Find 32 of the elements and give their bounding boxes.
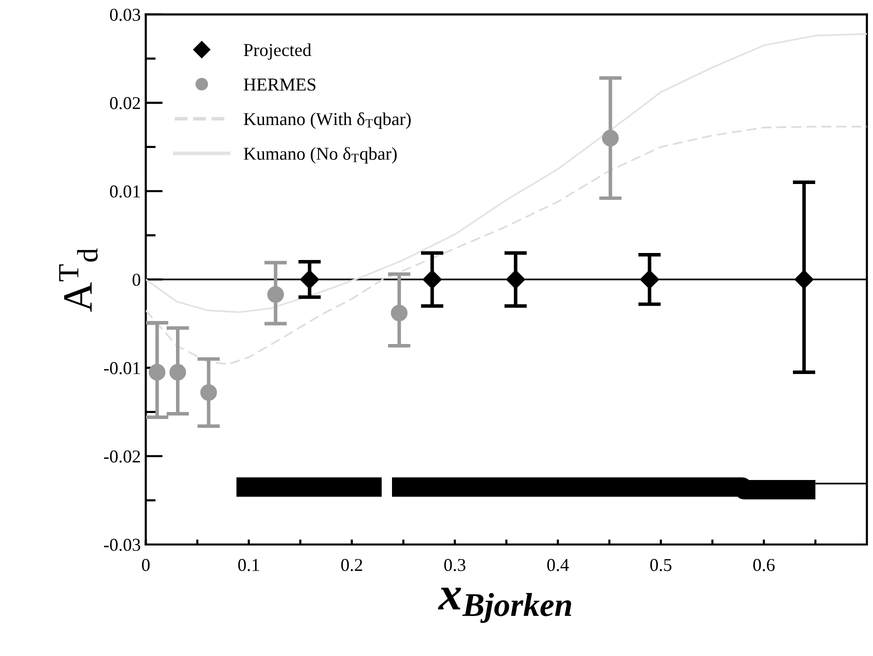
- y-tick-label: -0.01: [104, 362, 140, 374]
- point: [169, 364, 186, 381]
- y-tick-label: 0.01: [110, 185, 140, 198]
- point: [200, 384, 217, 401]
- legend-label: Kumano (No δ$_{T}$qbar): [244, 147, 397, 164]
- x-tick-label: 0.6: [753, 558, 775, 572]
- y-tick-label: 0: [132, 274, 140, 286]
- point: [640, 270, 660, 289]
- y-tick-label: 0.02: [110, 97, 140, 110]
- point: [794, 270, 814, 289]
- legend-label: HERMES: [244, 78, 316, 91]
- x-tick-label: 0.2: [341, 558, 362, 572]
- x-tick-label: 0.4: [547, 558, 569, 572]
- x-tick-label: 0: [142, 558, 150, 572]
- x-tick-label: 0.1: [238, 558, 260, 572]
- point: [506, 270, 526, 289]
- x-axis-title: x$_{Bjorken}$: [438, 588, 572, 623]
- legend-label: Projected: [244, 43, 312, 60]
- point: [602, 130, 619, 146]
- y-tick-label: -0.02: [104, 450, 140, 463]
- x-tick-label: 0.3: [444, 558, 466, 572]
- point: [267, 286, 284, 303]
- y-tick-label: 0.03: [110, 8, 140, 21]
- point: [422, 270, 442, 289]
- point: [390, 304, 408, 322]
- y-axis-title: A$^{T}$$_{d}$: [59, 248, 98, 312]
- x-tick-label: 0.5: [650, 558, 672, 572]
- point: [148, 364, 166, 381]
- legend-label: Kumano (With δ$_{T}$qbar): [244, 112, 411, 129]
- y-tick-label: -0.03: [104, 538, 140, 551]
- point: [300, 270, 320, 289]
- line-series: [146, 33, 867, 313]
